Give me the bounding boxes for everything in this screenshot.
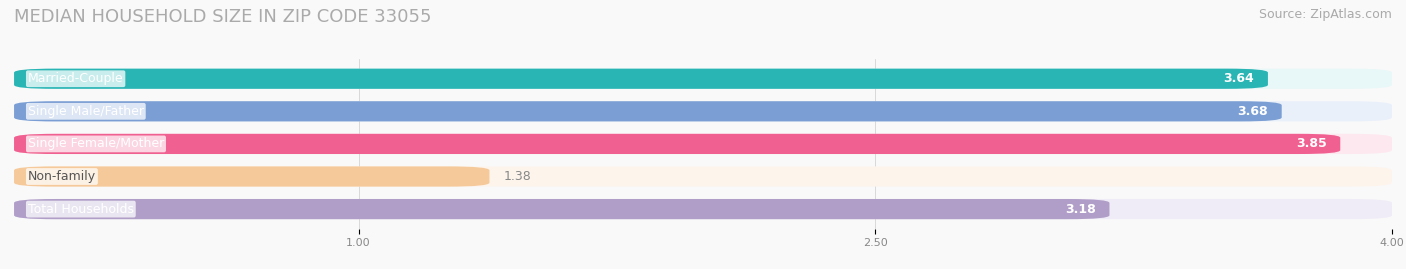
Text: Non-family: Non-family bbox=[28, 170, 96, 183]
Text: Single Female/Mother: Single Female/Mother bbox=[28, 137, 165, 150]
FancyBboxPatch shape bbox=[14, 101, 1282, 121]
FancyBboxPatch shape bbox=[14, 101, 1392, 121]
Text: MEDIAN HOUSEHOLD SIZE IN ZIP CODE 33055: MEDIAN HOUSEHOLD SIZE IN ZIP CODE 33055 bbox=[14, 8, 432, 26]
FancyBboxPatch shape bbox=[14, 167, 489, 187]
Text: 3.68: 3.68 bbox=[1237, 105, 1268, 118]
FancyBboxPatch shape bbox=[14, 69, 1268, 89]
Text: 3.18: 3.18 bbox=[1064, 203, 1095, 215]
FancyBboxPatch shape bbox=[14, 134, 1392, 154]
Text: 3.85: 3.85 bbox=[1296, 137, 1326, 150]
Text: 1.38: 1.38 bbox=[503, 170, 531, 183]
FancyBboxPatch shape bbox=[14, 167, 1392, 187]
Text: Single Male/Father: Single Male/Father bbox=[28, 105, 143, 118]
FancyBboxPatch shape bbox=[14, 134, 1340, 154]
FancyBboxPatch shape bbox=[14, 199, 1109, 219]
Text: Married-Couple: Married-Couple bbox=[28, 72, 124, 85]
FancyBboxPatch shape bbox=[14, 69, 1392, 89]
Text: 3.64: 3.64 bbox=[1223, 72, 1254, 85]
Text: Total Households: Total Households bbox=[28, 203, 134, 215]
Text: Source: ZipAtlas.com: Source: ZipAtlas.com bbox=[1258, 8, 1392, 21]
FancyBboxPatch shape bbox=[14, 199, 1392, 219]
